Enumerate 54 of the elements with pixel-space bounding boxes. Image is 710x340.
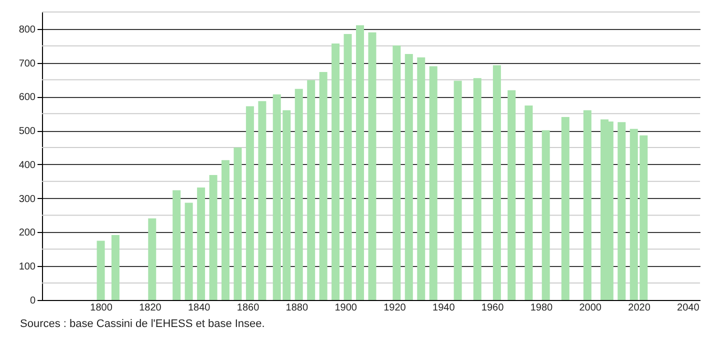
bar <box>319 72 328 300</box>
bar <box>583 110 592 300</box>
bar <box>429 66 438 300</box>
x-tick-label: 1900 <box>334 302 358 314</box>
y-tick-label: 200 <box>18 228 36 239</box>
bar <box>332 44 340 300</box>
x-tick-label: 1920 <box>384 302 406 314</box>
bar <box>148 218 156 300</box>
y-tick-label: 300 <box>18 194 36 205</box>
bar <box>222 160 230 300</box>
bar <box>561 117 570 300</box>
x-tick-label: 2020 <box>628 302 651 314</box>
bar <box>344 34 352 300</box>
bar <box>524 106 533 300</box>
x-tick-label: 1860 <box>236 302 260 314</box>
bar <box>404 54 413 300</box>
bar <box>508 90 516 300</box>
bar <box>209 174 218 300</box>
x-tick-label: 1800 <box>90 302 113 314</box>
x-tick-label: 1940 <box>432 302 456 314</box>
bar <box>392 46 401 300</box>
bar <box>307 80 316 300</box>
bar <box>197 188 206 300</box>
y-tick-label: 100 <box>18 262 36 273</box>
bar <box>294 88 303 300</box>
bar <box>417 57 426 300</box>
bar <box>96 240 105 300</box>
y-tick-label: 700 <box>18 58 36 70</box>
bar <box>618 122 626 300</box>
bar <box>172 190 181 300</box>
x-tick-label: 1880 <box>286 302 308 314</box>
bar <box>184 202 193 300</box>
bar <box>542 130 550 300</box>
y-tick-label: 500 <box>18 126 36 138</box>
x-tick-label: 1820 <box>139 302 162 314</box>
x-tick-label: 2040 <box>677 302 700 314</box>
y-tick-label: 600 <box>18 92 36 104</box>
y-tick-label: 400 <box>18 160 36 171</box>
x-tick-label: 1840 <box>188 302 211 314</box>
x-tick-label: 2000 <box>579 302 602 314</box>
bar <box>111 234 120 300</box>
bar <box>368 32 376 300</box>
y-tick-label: 0 <box>30 296 36 306</box>
x-tick-label: 1980 <box>530 302 554 314</box>
bar <box>356 25 364 300</box>
bar <box>258 101 266 300</box>
bar <box>492 65 501 300</box>
y-tick-label: 800 <box>18 24 36 36</box>
x-tick-label: 1960 <box>481 302 504 314</box>
bar <box>454 80 462 300</box>
bar <box>234 148 242 300</box>
bar <box>473 78 482 300</box>
bar <box>246 106 254 300</box>
source-note: Sources : base Cassini de l'EHESS et base Insee. <box>20 318 265 330</box>
